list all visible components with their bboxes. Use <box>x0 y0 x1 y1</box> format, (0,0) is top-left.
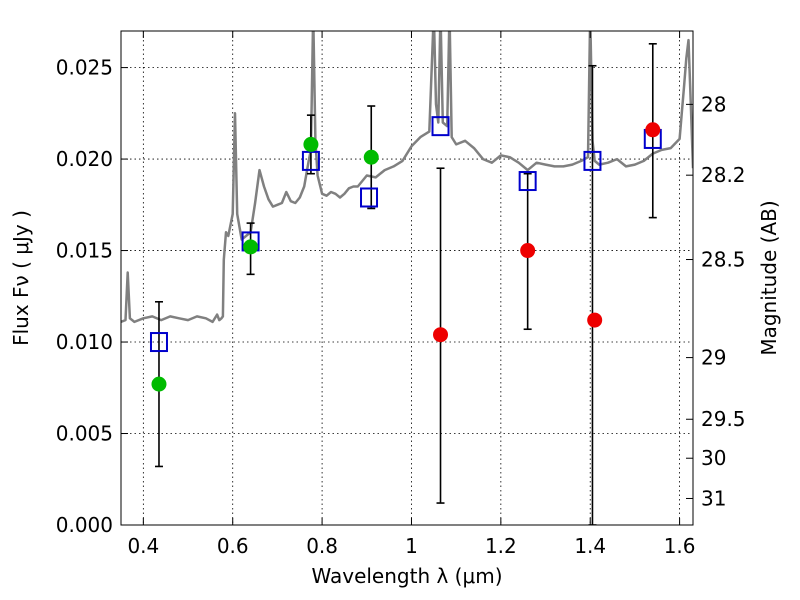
model-point <box>360 187 379 208</box>
y-tick-label: 0.020 <box>56 147 113 171</box>
x-tick-label: 1 <box>405 534 418 558</box>
x-tick-label: 0.4 <box>127 534 159 558</box>
right-tick-label: 31 <box>701 486 726 510</box>
data-point <box>587 312 603 328</box>
x-axis-title: Wavelength λ (μm) <box>311 564 502 588</box>
x-tick-label: 0.6 <box>217 534 249 558</box>
right-tick-label: 28.5 <box>701 248 746 272</box>
x-tick-label: 1.2 <box>485 534 517 558</box>
x-tick-label: 0.8 <box>306 534 338 558</box>
model-point <box>149 332 168 353</box>
y-axis-title: Flux Fν ( μJy ) <box>9 210 33 346</box>
x-tick-label: 1.6 <box>664 534 696 558</box>
data-point <box>433 327 449 343</box>
y-tick-label: 0.025 <box>56 56 113 80</box>
right-tick-label: 28.2 <box>701 163 746 187</box>
data-point <box>520 243 536 259</box>
model-point <box>583 150 602 171</box>
data-point <box>645 122 661 138</box>
plot-background <box>121 31 693 525</box>
right-tick-label: 30 <box>701 446 726 470</box>
y-tick-label: 0.005 <box>56 422 113 446</box>
model-point <box>431 116 450 137</box>
right-tick-label: 29 <box>701 346 726 370</box>
data-point <box>151 376 167 392</box>
right-tick-label: 29.5 <box>701 407 746 431</box>
plot-frame <box>120 30 694 526</box>
data-point <box>303 136 319 152</box>
y-tick-label: 0.010 <box>56 330 113 354</box>
tick-labels: 0.4 0.6 0.8 1 1.2 1.4 1.6 0.000 0.005 0.010 0.015 0… <box>56 56 746 558</box>
data-point <box>363 149 379 165</box>
ticks <box>121 31 693 526</box>
y-tick-label: 0.015 <box>56 239 113 263</box>
right-tick-label: 28 <box>701 92 726 116</box>
x-tick-label: 1.4 <box>574 534 606 558</box>
y-axis-right-title: Magnitude (AB) <box>757 200 781 355</box>
model-point <box>518 171 537 192</box>
data-point <box>243 239 259 255</box>
y-tick-label: 0.000 <box>56 513 113 537</box>
